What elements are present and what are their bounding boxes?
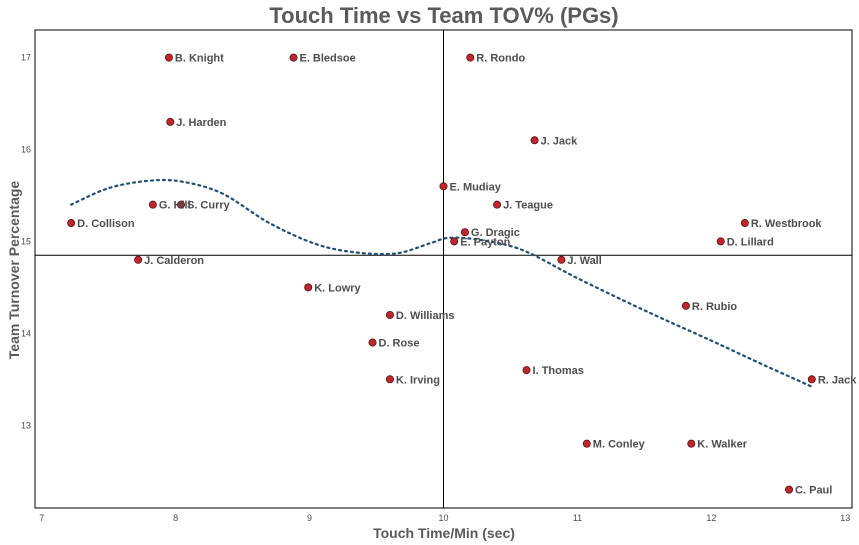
point-label: K. Walker <box>697 439 747 451</box>
point-label: J. Teague <box>503 200 553 212</box>
data-point <box>439 182 448 191</box>
reference-lines <box>35 30 852 508</box>
point-label: M. Conley <box>593 439 646 451</box>
data-point <box>460 228 469 237</box>
point-label: G. Dragic <box>471 227 520 239</box>
data-point <box>385 310 394 319</box>
y-tick-label: 16 <box>21 145 31 155</box>
y-tick-label: 15 <box>21 236 31 246</box>
x-tick-label: 7 <box>39 513 44 523</box>
data-point <box>166 117 175 126</box>
point-label: B. Knight <box>175 53 224 65</box>
data-point <box>716 237 725 246</box>
data-point <box>67 219 76 228</box>
x-tick-label: 13 <box>840 513 850 523</box>
data-point <box>807 375 816 384</box>
point-label: D. Williams <box>396 310 455 322</box>
trend-line <box>70 178 813 388</box>
data-point <box>385 375 394 384</box>
point-label: E. Mudiay <box>450 181 502 193</box>
data-point <box>134 255 143 264</box>
point-label: J. Jack <box>541 135 579 147</box>
trend-curve <box>70 178 813 388</box>
data-point <box>304 283 313 292</box>
x-tick-label: 8 <box>173 513 178 523</box>
data-point <box>466 53 475 62</box>
x-tick-label: 10 <box>438 513 448 523</box>
point-labels: B. Knight E. Bledsoe R. Rondo J. Harden J. J… <box>77 53 857 497</box>
data-points <box>67 53 816 494</box>
x-axis-label: Touch Time/Min (sec) <box>373 525 515 541</box>
point-label: R. Rubio <box>692 301 737 313</box>
x-axis-ticks: 7 8 9 10 11 12 13 <box>39 513 850 523</box>
point-label: G. Hill <box>159 200 191 212</box>
data-point <box>740 219 749 228</box>
x-tick-label: 12 <box>706 513 716 523</box>
data-point <box>493 200 502 209</box>
point-label: D. Lillard <box>727 236 774 248</box>
point-label: E. Payton <box>460 236 510 248</box>
point-label: J. Wall <box>567 255 601 267</box>
point-label: D. Rose <box>379 338 420 350</box>
point-label: K. Irving <box>396 374 440 386</box>
point-label: J. Harden <box>176 117 226 129</box>
x-tick-label: 9 <box>307 513 312 523</box>
point-label: R. Jack <box>818 374 857 386</box>
data-point <box>557 255 566 264</box>
data-point <box>450 237 459 246</box>
data-point <box>530 136 539 145</box>
data-point <box>582 439 591 448</box>
point-label: R. Rondo <box>476 53 525 65</box>
point-label: R. Westbrook <box>751 218 823 230</box>
data-point <box>164 53 173 62</box>
data-point <box>522 366 531 375</box>
data-point <box>785 485 794 494</box>
point-label: C. Paul <box>795 485 832 497</box>
y-tick-label: 17 <box>21 53 31 63</box>
y-axis-ticks: 13 14 15 16 17 <box>21 53 31 431</box>
data-point <box>289 53 298 62</box>
data-point <box>148 200 157 209</box>
point-label: J. Calderon <box>144 255 204 267</box>
point-label: E. Bledsoe <box>299 53 355 65</box>
point-label: D. Collison <box>77 218 135 230</box>
y-tick-label: 13 <box>21 420 31 430</box>
y-axis-label: Team Turnover Percentage <box>6 181 22 360</box>
data-point <box>681 301 690 310</box>
y-tick-label: 14 <box>21 328 31 338</box>
data-point <box>687 439 696 448</box>
data-point <box>368 338 377 347</box>
x-tick-label: 11 <box>573 513 582 523</box>
point-label: S. Curry <box>187 200 231 212</box>
point-label: K. Lowry <box>314 282 361 294</box>
point-label: I. Thomas <box>533 365 584 377</box>
data-point <box>176 200 185 209</box>
chart-title: Touch Time vs Team TOV% (PGs) <box>269 3 618 28</box>
